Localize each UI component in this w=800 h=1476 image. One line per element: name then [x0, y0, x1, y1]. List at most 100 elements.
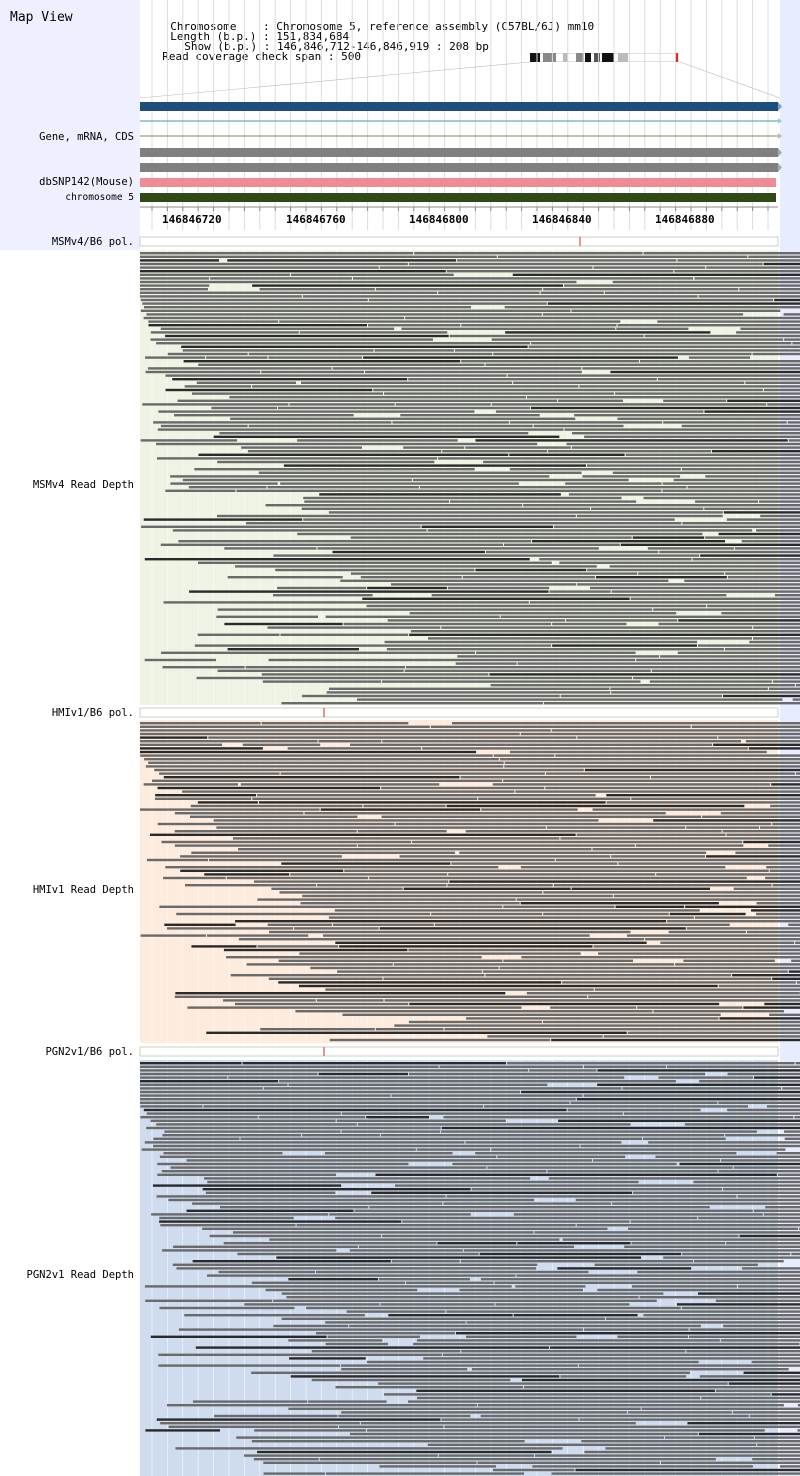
sequence-read [271, 887, 403, 890]
sequence-read [223, 948, 408, 952]
sequence-read [558, 1119, 800, 1122]
sequence-read [289, 403, 395, 406]
sequence-read [576, 833, 726, 836]
sequence-read [753, 626, 800, 629]
sequence-read [140, 1076, 228, 1079]
sequence-read [643, 1314, 800, 1317]
sequence-read [791, 959, 800, 962]
sequence-read [740, 327, 800, 330]
sequence-read [723, 1324, 800, 1328]
sequence-read [182, 349, 374, 352]
sequence-read [403, 887, 571, 890]
sequence-read [172, 1263, 538, 1266]
sequence-read [386, 648, 724, 651]
sequence-read [466, 1335, 577, 1338]
sequence-read [552, 644, 697, 647]
ruler-tick-label: 146846880 [655, 213, 715, 226]
sequence-read [771, 783, 800, 786]
sequence-read [159, 1155, 497, 1158]
sequence-read [153, 1137, 240, 1140]
sequence-read [568, 493, 800, 496]
sequence-read [281, 1317, 605, 1320]
sequence-read [770, 804, 800, 808]
sequence-read [657, 320, 800, 323]
gene-track-label: Gene, mRNA, CDS [39, 131, 134, 143]
sequence-read [145, 370, 261, 374]
sequence-read [699, 1080, 800, 1083]
sequence-read [604, 291, 800, 294]
sequence-read [140, 1072, 318, 1076]
sequence-read [273, 1324, 349, 1328]
sequence-read [720, 812, 800, 815]
sequence-read [267, 626, 441, 629]
sequence-read [152, 1184, 342, 1187]
sequence-read [352, 277, 694, 280]
sequence-read [513, 1314, 638, 1317]
sequence-read [487, 1035, 603, 1038]
sequence-read [280, 772, 545, 775]
sequence-read [610, 370, 800, 374]
sequence-read [767, 403, 800, 406]
sequence-read [611, 590, 800, 593]
sequence-read [667, 920, 800, 923]
sequence-read [564, 428, 800, 431]
sequence-read [480, 1414, 749, 1418]
sequence-read [279, 891, 543, 894]
sequence-read [530, 406, 800, 410]
sequence-read [332, 923, 434, 926]
sequence-read [427, 529, 753, 532]
sequence-read [503, 959, 634, 962]
sequence-read [763, 388, 800, 392]
sequence-read [382, 1234, 739, 1238]
sequence-read [713, 743, 800, 746]
sequence-read [475, 568, 587, 572]
sequence-read [784, 1137, 800, 1140]
chromosome-ideogram[interactable] [530, 53, 680, 62]
sequence-read [795, 941, 800, 944]
sequence-read [423, 1357, 800, 1360]
sequence-read [344, 869, 769, 872]
sequence-read [375, 1173, 777, 1176]
sequence-read [751, 909, 800, 912]
sequence-read [687, 1422, 800, 1425]
sequence-read [492, 783, 771, 786]
sequence-read [783, 313, 800, 316]
sequence-read [675, 963, 800, 966]
sequence-read [317, 547, 599, 550]
sequence-read [416, 1389, 715, 1392]
sequence-read [140, 270, 446, 273]
sequence-read [517, 662, 800, 665]
sequence-read [526, 992, 800, 995]
sequence-read [631, 1242, 726, 1245]
sequence-read [595, 576, 727, 579]
sequence-read [446, 270, 674, 273]
sequence-read [567, 1108, 701, 1112]
sequence-read [180, 855, 342, 858]
sequence-read [691, 725, 800, 728]
hmiv1-pol-label: HMIv1/B6 pol. [51, 707, 134, 719]
sequence-read [142, 302, 547, 305]
sequence-read [263, 1087, 622, 1090]
sequence-read [521, 1378, 800, 1382]
sequence-read [342, 1013, 721, 1016]
sequence-read [687, 486, 800, 489]
sequence-read [357, 698, 783, 701]
sequence-read [388, 1314, 513, 1317]
sequence-read [637, 1006, 743, 1009]
sequence-read [626, 934, 800, 937]
sequence-read [584, 768, 800, 772]
sequence-read [269, 930, 631, 934]
sequence-read [405, 316, 800, 320]
sequence-read [214, 1414, 338, 1418]
sequence-read [676, 1303, 800, 1306]
sequence-read [329, 1038, 551, 1042]
sequence-read [727, 1072, 800, 1076]
sequence-read [442, 450, 547, 453]
sequence-read [384, 1393, 771, 1396]
sequence-read [295, 1010, 653, 1013]
sequence-read [384, 640, 698, 644]
sequence-read [187, 1006, 522, 1009]
sequence-read [208, 858, 555, 862]
sequence-read [366, 1429, 765, 1432]
sequence-read [616, 327, 689, 330]
